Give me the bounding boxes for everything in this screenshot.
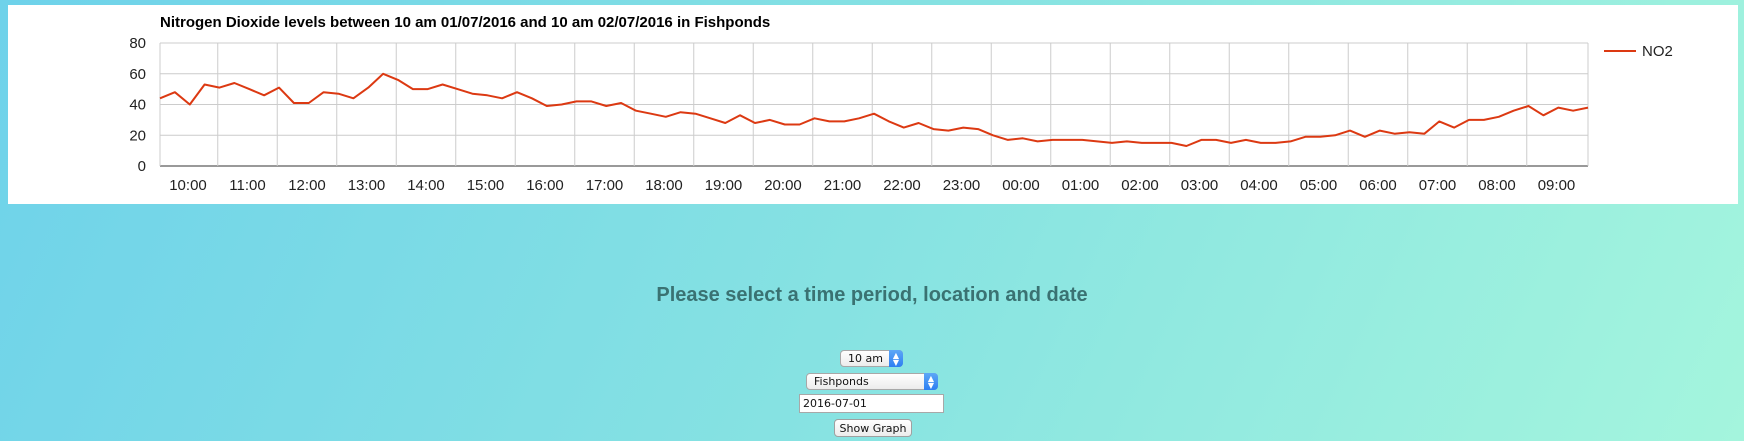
y-tick-label: 0	[138, 158, 146, 175]
show-graph-button[interactable]: Show Graph	[834, 419, 912, 437]
legend-label: NO2	[1642, 43, 1673, 60]
x-tick-label: 01:00	[1062, 177, 1100, 194]
x-tick-label: 13:00	[348, 177, 386, 194]
time-period-value: 10 am	[848, 352, 883, 365]
x-tick-label: 03:00	[1181, 177, 1219, 194]
y-tick-label: 40	[129, 97, 146, 114]
x-tick-label: 10:00	[169, 177, 207, 194]
x-tick-label: 16:00	[526, 177, 564, 194]
location-select[interactable]: Fishponds ▲ ▼	[806, 373, 938, 390]
y-tick-label: 80	[129, 35, 146, 52]
x-tick-label: 15:00	[467, 177, 505, 194]
selection-prompt: Please select a time period, location an…	[656, 284, 1088, 306]
no2-series-line	[159, 72, 1589, 147]
x-tick-label: 02:00	[1121, 177, 1159, 194]
y-tick-label: 60	[129, 66, 146, 83]
time-period-select[interactable]: 10 am ▲ ▼	[840, 350, 903, 367]
date-input[interactable]	[799, 394, 944, 413]
x-tick-label: 06:00	[1359, 177, 1397, 194]
x-tick-label: 14:00	[407, 177, 445, 194]
x-tick-label: 23:00	[943, 177, 981, 194]
x-tick-label: 12:00	[288, 177, 326, 194]
x-tick-label: 19:00	[705, 177, 743, 194]
x-tick-label: 11:00	[229, 177, 265, 194]
location-value: Fishponds	[814, 375, 869, 388]
x-tick-label: 00:00	[1002, 177, 1040, 194]
x-tick-label: 21:00	[824, 177, 862, 194]
x-tick-label: 04:00	[1240, 177, 1278, 194]
y-tick-label: 20	[129, 127, 146, 144]
x-tick-label: 07:00	[1419, 177, 1457, 194]
x-tick-label: 18:00	[645, 177, 683, 194]
select-arrows-icon: ▲ ▼	[924, 373, 938, 390]
no2-line-chart: Nitrogen Dioxide levels between 10 am 01…	[129, 14, 1673, 194]
chart-title: Nitrogen Dioxide levels between 10 am 01…	[160, 14, 770, 31]
chart-panel: Nitrogen Dioxide levels between 10 am 01…	[8, 5, 1738, 204]
x-tick-label: 08:00	[1478, 177, 1516, 194]
x-tick-label: 17:00	[586, 177, 624, 194]
x-tick-label: 05:00	[1300, 177, 1338, 194]
x-tick-label: 22:00	[883, 177, 921, 194]
x-tick-label: 20:00	[764, 177, 802, 194]
select-arrows-icon: ▲ ▼	[889, 350, 903, 367]
x-tick-label: 09:00	[1538, 177, 1576, 194]
